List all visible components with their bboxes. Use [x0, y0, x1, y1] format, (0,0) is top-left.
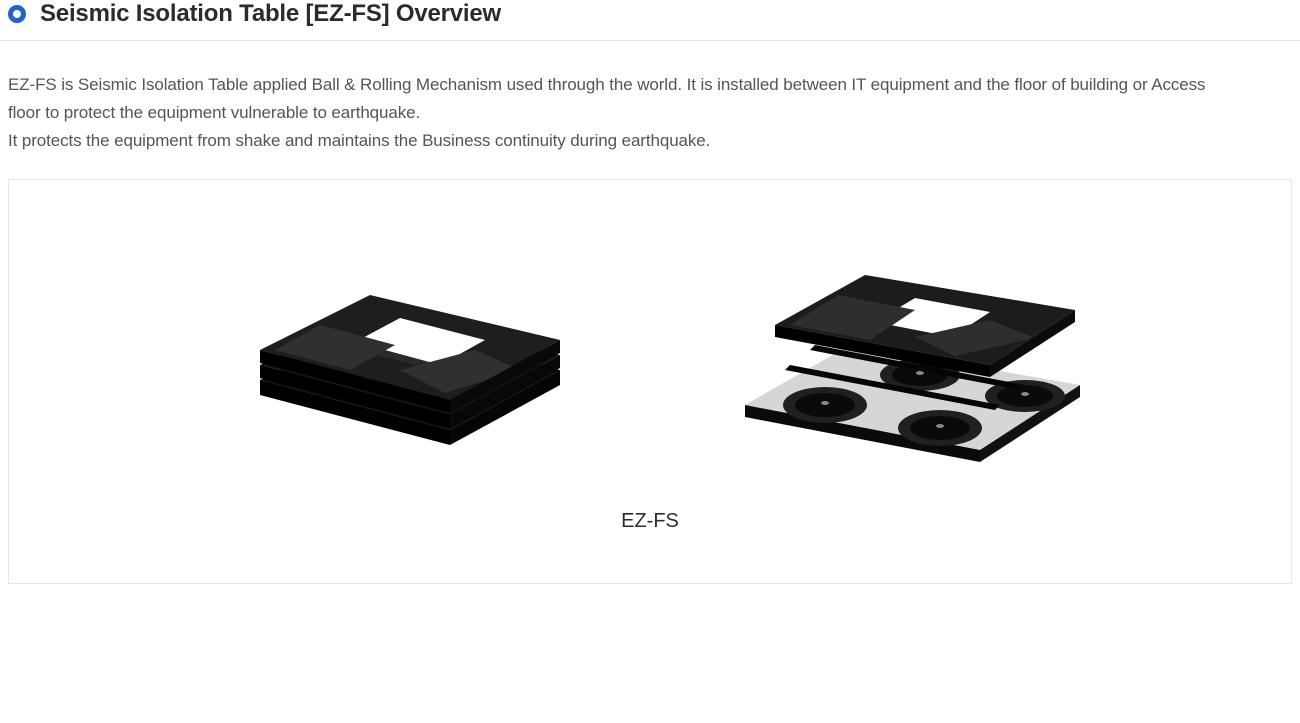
figure-caption: EZ-FS	[29, 510, 1271, 533]
bullet-icon	[8, 5, 26, 23]
page-title: Seismic Isolation Table [EZ-FS] Overview	[40, 0, 501, 28]
figure-frame: EZ-FS	[8, 179, 1292, 584]
product-renders-row	[29, 210, 1271, 470]
product-render-closed	[190, 210, 610, 470]
desc-line: EZ-FS is Seismic Isolation Table applied…	[8, 75, 1205, 94]
description-paragraph: EZ-FS is Seismic Isolation Table applied…	[0, 41, 1300, 179]
desc-line: floor to protect the equipment vulnerabl…	[8, 103, 420, 122]
desc-line: It protects the equipment from shake and…	[8, 131, 710, 150]
section-header: Seismic Isolation Table [EZ-FS] Overview	[0, 0, 1300, 41]
product-render-expanded	[690, 210, 1110, 470]
